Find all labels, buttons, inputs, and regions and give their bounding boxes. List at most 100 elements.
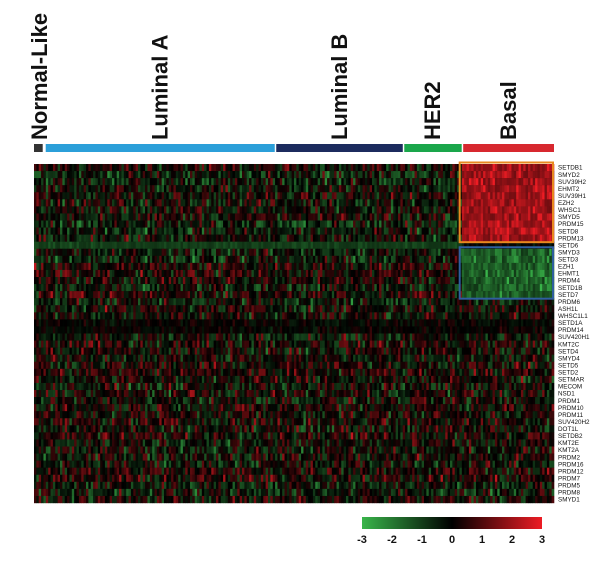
heatmap-cell [516,220,519,228]
heatmap-cell [223,277,226,285]
heatmap-cell [528,206,531,214]
heatmap-cell [154,312,158,320]
heatmap-cell [386,206,389,214]
heatmap-cell [256,241,259,249]
heatmap-cell [140,298,144,306]
heatmap-cell [199,312,203,320]
heatmap-cell [62,227,66,235]
heatmap-cell [126,241,129,249]
heatmap-cell [100,192,103,200]
heatmap-cell [90,192,94,200]
heatmap-cell [405,164,408,172]
heatmap-cell [223,291,226,299]
heatmap-cell [412,178,415,186]
heatmap-cell [114,248,118,257]
heatmap-cell [275,206,278,214]
heatmap-cell [204,178,207,186]
heatmap-cell [34,255,37,264]
heatmap-cell [305,213,309,221]
heatmap-cell [175,298,179,306]
heatmap-cell [357,220,361,228]
heatmap-cell [435,305,439,313]
heatmap-cell [74,185,77,193]
heatmap-cell [272,305,276,313]
heatmap-cell [249,262,252,271]
heatmap-cell [532,291,536,299]
heatmap-cell [367,164,370,172]
heatmap-cell [310,227,314,235]
heatmap-cell [393,164,396,172]
heatmap-cell [355,277,359,285]
heatmap-cell [126,213,129,221]
heatmap-cell [152,206,155,214]
heatmap-cell [67,291,70,299]
heatmap-cell [52,269,56,278]
heatmap-cell [312,291,316,299]
heatmap-cell [431,312,434,320]
heatmap-cell [312,298,316,306]
heatmap-cell [327,291,330,299]
heatmap-cell [442,277,446,285]
heatmap-cell [251,199,255,207]
heatmap-cell [64,312,68,320]
heatmap-cell [142,248,146,257]
heatmap-cell [260,262,264,271]
heatmap-cell [454,192,458,200]
heatmap-cell [121,178,125,186]
heatmap-cell [69,241,73,249]
heatmap-cell [201,269,205,278]
heatmap-cell [130,178,134,186]
heatmap-cell [206,277,210,285]
heatmap-cell [386,178,389,186]
heatmap-cell [95,312,99,320]
heatmap-cell [164,227,167,235]
heatmap-cell [447,284,451,292]
heatmap-cell [409,234,413,242]
heatmap-cell [343,178,347,186]
heatmap-cell [97,234,101,242]
heatmap-cell [334,206,337,214]
heatmap-cell [88,284,92,292]
heatmap-cell [187,192,191,200]
heatmap-cell [36,298,40,306]
heatmap-cell [506,164,510,172]
heatmap-cell [185,291,188,299]
heatmap-cell [90,284,94,292]
heatmap-cell [398,277,401,285]
heatmap-cell [305,234,309,242]
heatmap-cell [513,312,517,320]
heatmap-cell [336,185,340,193]
heatmap-cell [362,262,366,271]
heatmap-cell [57,284,61,292]
heatmap-cell [341,284,344,292]
heatmap-cell [435,241,439,249]
heatmap-cell [331,178,335,186]
heatmap-cell [277,199,281,207]
heatmap-cell [197,291,200,299]
heatmap-cell [492,234,496,242]
heatmap-cell [36,178,40,186]
heatmap-cell [104,262,108,271]
heatmap-cell [350,213,354,221]
heatmap-cell [116,199,120,207]
heatmap-cell [499,284,503,292]
heatmap-cell [145,206,148,214]
heatmap-cell [237,291,240,299]
heatmap-cell [296,298,300,306]
heatmap-cell [182,206,186,214]
heatmap-cell [173,241,177,249]
heatmap-cell [166,206,170,214]
heatmap-cell [182,284,186,292]
heatmap-cell [355,234,359,242]
heatmap-cell [509,241,512,249]
heatmap-cell [190,185,193,193]
heatmap-cell [535,291,538,299]
heatmap-cell [485,164,489,172]
heatmap-cell [223,171,226,179]
heatmap-cell [199,291,203,299]
heatmap-cell [67,199,70,207]
heatmap-cell [149,241,153,249]
heatmap-cell [450,262,453,271]
heatmap-cell [409,277,413,285]
heatmap-cell [537,284,541,292]
